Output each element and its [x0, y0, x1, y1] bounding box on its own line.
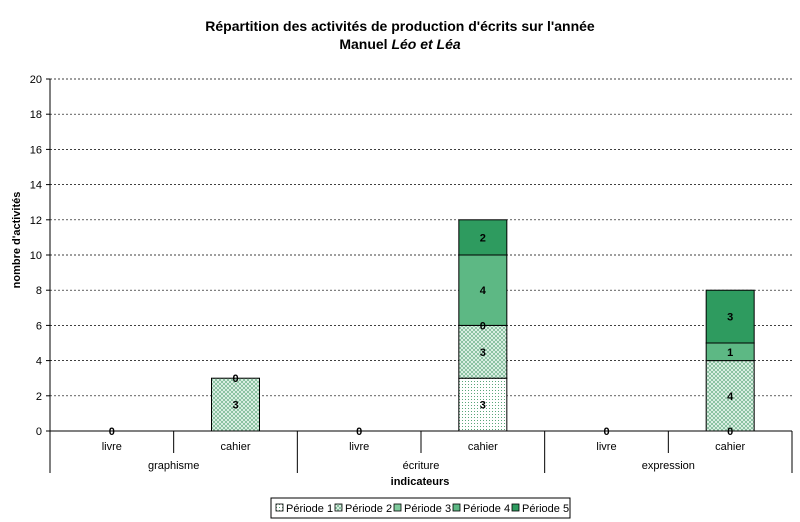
- data-label: 3: [232, 400, 238, 412]
- bar-segment: [458, 219, 508, 256]
- legend-label: Période 2: [345, 503, 392, 515]
- data-label: 3: [727, 312, 733, 324]
- data-labels: 0 3 0 0 3 3 0 4 2 0 0 4 1 3: [109, 232, 734, 438]
- category-label: livre: [596, 441, 616, 453]
- data-label: 3: [480, 347, 486, 359]
- data-label: 0: [480, 320, 486, 332]
- data-label: 0: [603, 426, 609, 438]
- y-tick-label: 14: [30, 180, 42, 192]
- legend-swatch: [334, 503, 343, 512]
- bar-segment: [458, 377, 508, 432]
- chart-title-prefix: Manuel: [339, 36, 391, 52]
- chart-title-line2: Manuel Léo et Léa: [339, 36, 461, 52]
- data-label: 2: [480, 232, 486, 244]
- legend-swatch: [275, 503, 284, 512]
- category-label: cahier: [715, 441, 745, 453]
- category-label: livre: [102, 441, 122, 453]
- legend-swatch: [393, 503, 402, 512]
- legend-label: Période 5: [522, 503, 569, 515]
- bar-segment: [705, 360, 755, 432]
- data-label: 0: [356, 426, 362, 438]
- data-label: 4: [480, 285, 487, 297]
- legend-label: Période 4: [463, 503, 510, 515]
- y-tick-label: 0: [36, 426, 42, 438]
- legend-label: Période 3: [404, 503, 451, 515]
- data-label: 3: [480, 400, 486, 412]
- chart-title-italic: Léo et Léa: [391, 36, 460, 52]
- data-label: 1: [727, 347, 733, 359]
- bar-segment: [458, 254, 508, 326]
- y-tick-label: 8: [36, 285, 42, 297]
- y-tick-label: 2: [36, 391, 42, 403]
- bars: [211, 219, 755, 432]
- legend-swatch: [452, 503, 461, 512]
- y-axis-label: nombre d'activités: [11, 192, 23, 289]
- bar-segment: [211, 377, 260, 432]
- y-tick-label: 16: [30, 144, 42, 156]
- y-tick-label: 10: [30, 250, 42, 262]
- data-label: 0: [232, 373, 238, 385]
- group-label: écriture: [403, 460, 440, 472]
- category-label: cahier: [468, 441, 498, 453]
- gridlines: [50, 78, 792, 397]
- x-axis-label: indicateurs: [391, 476, 450, 488]
- y-tick-label: 12: [30, 215, 42, 227]
- chart-title-line1: Répartition des activités de production …: [205, 18, 595, 34]
- legend-box: [270, 497, 571, 519]
- group-label: expression: [642, 460, 695, 472]
- legend-label: Période 1: [286, 503, 333, 515]
- y-tick-label: 20: [30, 74, 42, 86]
- category-label: livre: [349, 441, 369, 453]
- y-tick-label: 4: [36, 356, 42, 368]
- group-label: graphisme: [148, 460, 199, 472]
- data-label: 4: [727, 391, 734, 403]
- bar-segment: [705, 289, 755, 344]
- legend: Période 1 Période 2 Période 3 Période 4 Péri…: [270, 497, 571, 519]
- y-tick-label: 6: [36, 320, 42, 332]
- category-label: cahier: [221, 441, 251, 453]
- data-label: 0: [727, 426, 733, 438]
- legend-swatch: [511, 503, 520, 512]
- y-tick-label: 18: [30, 109, 42, 121]
- data-label: 0: [109, 426, 115, 438]
